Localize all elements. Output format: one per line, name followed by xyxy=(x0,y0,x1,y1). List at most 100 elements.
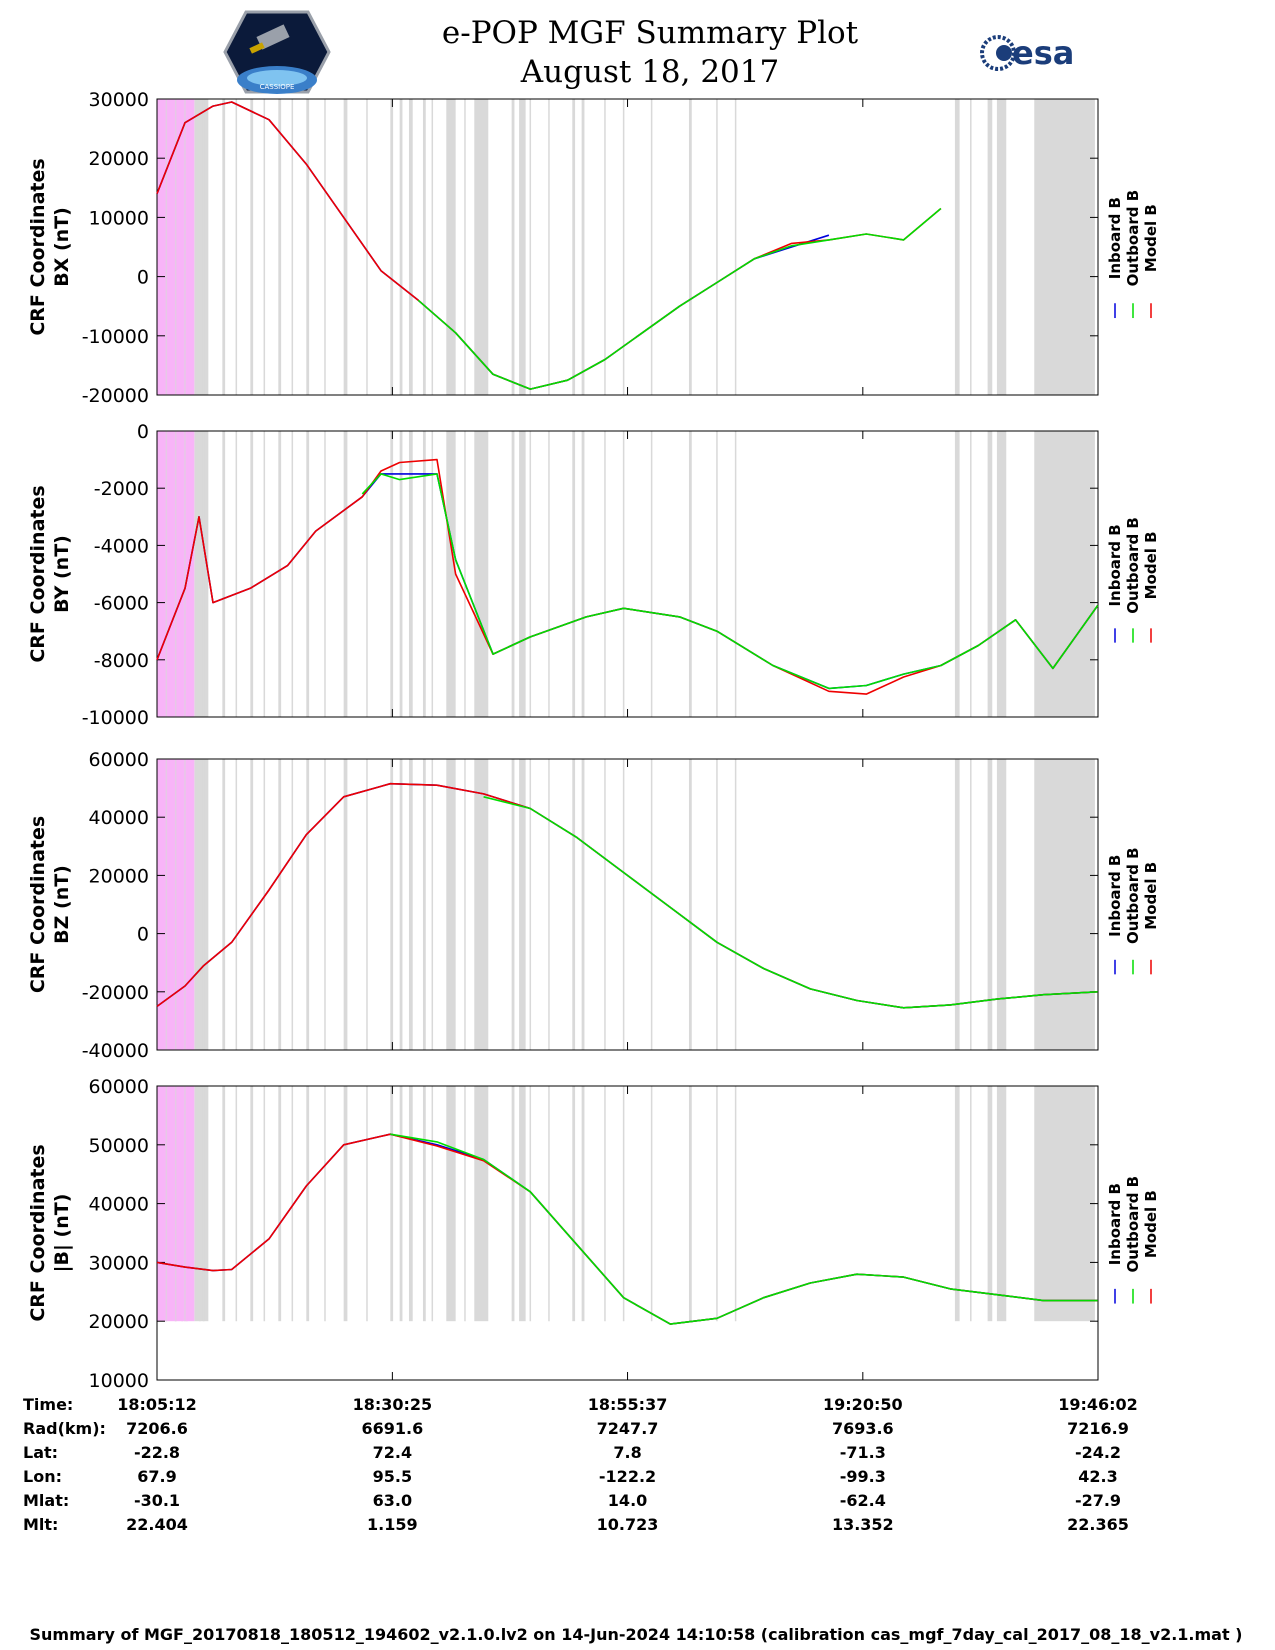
gap-shade xyxy=(511,99,515,395)
annotation-value: 19:20:50 xyxy=(823,1395,903,1414)
gap-shade xyxy=(474,759,489,1050)
gap-shade xyxy=(390,99,394,395)
y-tick-label: 30000 xyxy=(89,89,149,111)
legend-label: Model B xyxy=(1142,1190,1160,1258)
y-tick-label: 30000 xyxy=(89,1252,149,1274)
gap-shade xyxy=(954,431,960,717)
legend-label: Model B xyxy=(1142,204,1160,272)
gap-shade xyxy=(343,99,348,395)
gap-shade xyxy=(250,431,254,717)
panel-1: 30000 20000 10000 0 -10000 -20000 CRF Coordina… xyxy=(27,89,1160,407)
gap-shade xyxy=(511,759,515,1050)
orbit-annotation-table: Time: Rad(km): Lat: Lon: Mlat: Mlt: 18:05:12 72… xyxy=(23,1395,1138,1534)
annotation-value: 13.352 xyxy=(832,1515,894,1534)
annotation-value: 22.404 xyxy=(126,1515,188,1534)
legend-label: Model B xyxy=(1142,531,1160,599)
gap-shade xyxy=(987,759,993,1050)
gap-shade xyxy=(278,1086,282,1322)
y-tick-label: 20000 xyxy=(89,865,149,887)
gap-shade xyxy=(422,99,426,395)
gap-shade xyxy=(222,99,226,395)
gap-shade xyxy=(987,99,993,395)
gap-shade xyxy=(446,759,456,1050)
y-tick-label: 60000 xyxy=(89,749,149,771)
gap-shade xyxy=(996,1086,1007,1322)
gap-shade xyxy=(306,431,310,717)
gap-shade xyxy=(474,99,489,395)
y-axis-label-line2: BX (nT) xyxy=(51,207,73,287)
gap-shade xyxy=(343,431,348,717)
annotation-value: 1.159 xyxy=(367,1515,418,1534)
gap-shade xyxy=(519,759,526,1050)
legend-label: Inboard B xyxy=(1106,1183,1124,1265)
annotation-value: 22.365 xyxy=(1067,1515,1129,1534)
gap-shade xyxy=(408,431,413,717)
gap-shade xyxy=(519,1086,526,1322)
gap-shade xyxy=(390,759,394,1050)
gap-shade xyxy=(222,759,226,1050)
gap-shade xyxy=(511,431,515,717)
y-tick-label: 10000 xyxy=(89,207,149,229)
y-tick-label: 20000 xyxy=(89,148,149,170)
annotation-value: 42.3 xyxy=(1078,1467,1117,1486)
gap-shade xyxy=(399,759,403,1050)
gap-shade xyxy=(572,1086,576,1322)
gap-shade xyxy=(474,1086,489,1322)
annotation-row-label: Rad(km): xyxy=(23,1419,106,1438)
plot-date: August 18, 2017 xyxy=(520,54,779,90)
gap-shade xyxy=(222,1086,226,1322)
annotation-value: 7.8 xyxy=(613,1443,641,1462)
gap-shade xyxy=(306,1086,310,1322)
gap-shade xyxy=(194,99,209,395)
annotation-value: 19:46:02 xyxy=(1058,1395,1138,1414)
y-tick-label: -40000 xyxy=(82,1040,149,1062)
gap-shade xyxy=(422,1086,426,1322)
gap-shade xyxy=(408,1086,413,1322)
gap-shade xyxy=(954,99,960,395)
y-tick-label: 20000 xyxy=(89,1311,149,1333)
y-tick-label: 0 xyxy=(137,924,149,946)
y-axis-label-line2: BZ (nT) xyxy=(51,865,73,944)
annotation-value: 18:05:12 xyxy=(117,1395,197,1414)
gap-shade xyxy=(399,99,403,395)
y-axis-label-line1: CRF Coordinates xyxy=(27,816,49,993)
footer-text: Summary of MGF_20170818_180512_194602_v2… xyxy=(30,1625,1243,1644)
legend-label: Model B xyxy=(1142,862,1160,930)
annotation-value: -71.3 xyxy=(840,1443,886,1462)
gap-shade xyxy=(390,431,394,717)
gap-shade xyxy=(343,1086,348,1322)
y-tick-label: -2000 xyxy=(94,478,149,500)
series-inboard-b xyxy=(156,101,830,390)
annotation-value: 63.0 xyxy=(373,1491,412,1510)
y-tick-label: -4000 xyxy=(94,535,149,557)
gap-shade xyxy=(446,431,456,717)
series-outboard-b xyxy=(390,1133,1098,1325)
y-tick-label: -8000 xyxy=(94,650,149,672)
legend-label: Outboard B xyxy=(1124,1176,1142,1273)
esa-logo-text: esa xyxy=(1012,34,1074,72)
y-tick-label: -20000 xyxy=(82,982,149,1004)
gap-shade xyxy=(446,99,456,395)
legend-label: Outboard B xyxy=(1124,190,1142,287)
gap-shade xyxy=(688,431,692,717)
gap-shade xyxy=(250,1086,254,1322)
gap-shade xyxy=(399,1086,403,1322)
gap-shade xyxy=(519,431,526,717)
panel-2: 0 -2000 -4000 -6000 -8000 -10000 CRF Coordinat… xyxy=(27,421,1160,729)
gap-shade xyxy=(688,99,692,395)
legend-label: Outboard B xyxy=(1124,847,1142,944)
y-axis-label-line2: BY (nT) xyxy=(51,535,73,613)
gap-shade xyxy=(996,431,1007,717)
y-axis-label-line1: CRF Coordinates xyxy=(27,1144,49,1321)
gap-shade xyxy=(194,759,209,1050)
annotation-value: -22.8 xyxy=(134,1443,180,1462)
annotation-value: 7247.7 xyxy=(597,1419,659,1438)
cassiope-logo: CASSIOPE xyxy=(223,10,331,94)
y-axis-label-line1: CRF Coordinates xyxy=(27,158,49,335)
gap-shade xyxy=(422,431,426,717)
gap-shade xyxy=(306,99,310,395)
y-tick-label: -10000 xyxy=(82,707,149,729)
y-tick-label: 40000 xyxy=(89,807,149,829)
legend-label: Inboard B xyxy=(1106,197,1124,279)
